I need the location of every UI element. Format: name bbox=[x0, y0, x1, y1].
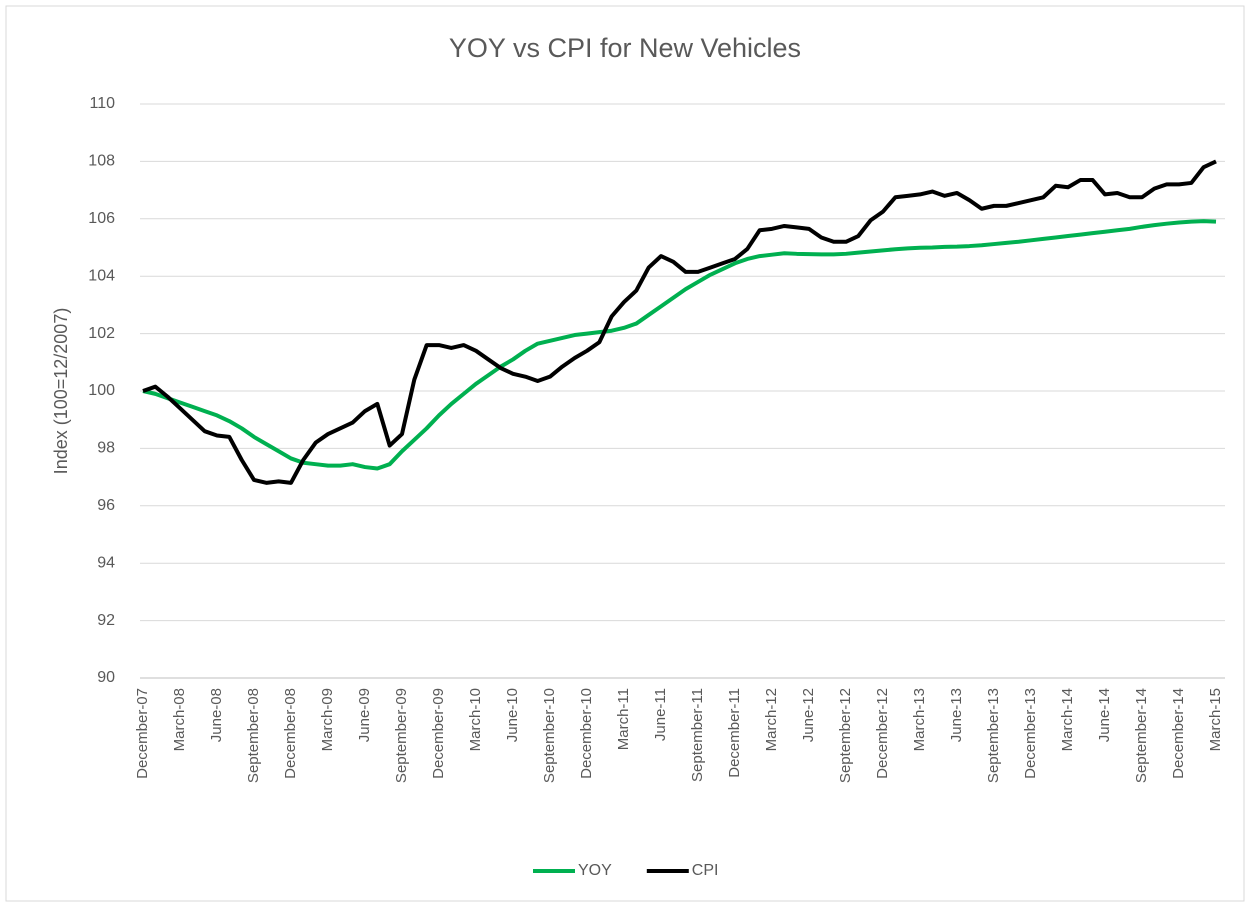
x-tick-label: September-14 bbox=[1133, 688, 1150, 783]
x-tick-label: September-10 bbox=[541, 688, 558, 783]
x-tick-label: March-14 bbox=[1059, 688, 1076, 751]
x-tick-label: June-10 bbox=[504, 688, 521, 742]
x-tick-label: September-11 bbox=[689, 688, 706, 782]
y-tick-label: 94 bbox=[97, 554, 115, 571]
line-series bbox=[142, 159, 1217, 485]
line-series bbox=[142, 219, 1217, 471]
y-tick-label: 90 bbox=[97, 669, 115, 686]
x-tick-label: September-12 bbox=[837, 688, 854, 783]
y-tick-label: 104 bbox=[88, 267, 115, 284]
x-tick-label: September-09 bbox=[393, 688, 410, 783]
x-tick-label: March-15 bbox=[1207, 688, 1224, 751]
x-tick-label: March-10 bbox=[467, 688, 484, 751]
y-tick-label: 102 bbox=[88, 325, 115, 342]
legend-label: YOY bbox=[578, 862, 612, 879]
x-tick-label: March-13 bbox=[911, 688, 928, 751]
y-tick-label: 96 bbox=[97, 497, 115, 514]
chart-title: YOY vs CPI for New Vehicles bbox=[449, 33, 801, 63]
y-tick-label: 100 bbox=[88, 382, 115, 399]
x-tick-label: December-09 bbox=[430, 688, 447, 779]
y-tick-label: 106 bbox=[88, 210, 115, 227]
x-tick-label: December-08 bbox=[282, 688, 299, 779]
x-tick-label: March-11 bbox=[615, 688, 632, 750]
chart-border bbox=[5, 5, 1245, 902]
x-tick-label: September-08 bbox=[245, 688, 262, 783]
x-tick-label: June-09 bbox=[356, 688, 373, 742]
y-tick-label: 110 bbox=[89, 95, 115, 112]
x-tick-label: June-12 bbox=[800, 688, 817, 742]
x-tick-label: June-11 bbox=[652, 688, 669, 741]
x-tick-label: December-13 bbox=[1022, 688, 1039, 779]
x-tick-label: December-10 bbox=[578, 688, 595, 779]
y-axis-title: Index (100=12/2007) bbox=[51, 308, 71, 475]
x-tick-label: June-08 bbox=[208, 688, 225, 742]
x-tick-label: March-09 bbox=[319, 688, 336, 751]
y-tick-label: 108 bbox=[88, 153, 115, 170]
y-tick-label: 98 bbox=[97, 440, 115, 457]
x-tick-label: December-14 bbox=[1170, 688, 1187, 779]
legend-label: CPI bbox=[692, 862, 719, 879]
x-tick-label: December-12 bbox=[874, 688, 891, 779]
x-tick-label: June-14 bbox=[1096, 688, 1113, 742]
x-tick-label: September-13 bbox=[985, 688, 1002, 783]
x-tick-label: March-12 bbox=[763, 688, 780, 751]
x-tick-label: December-11 bbox=[726, 688, 743, 778]
x-tick-label: March-08 bbox=[171, 688, 188, 751]
x-tick-label: December-07 bbox=[134, 688, 151, 779]
x-tick-label: June-13 bbox=[948, 688, 965, 742]
y-tick-label: 92 bbox=[97, 612, 115, 629]
